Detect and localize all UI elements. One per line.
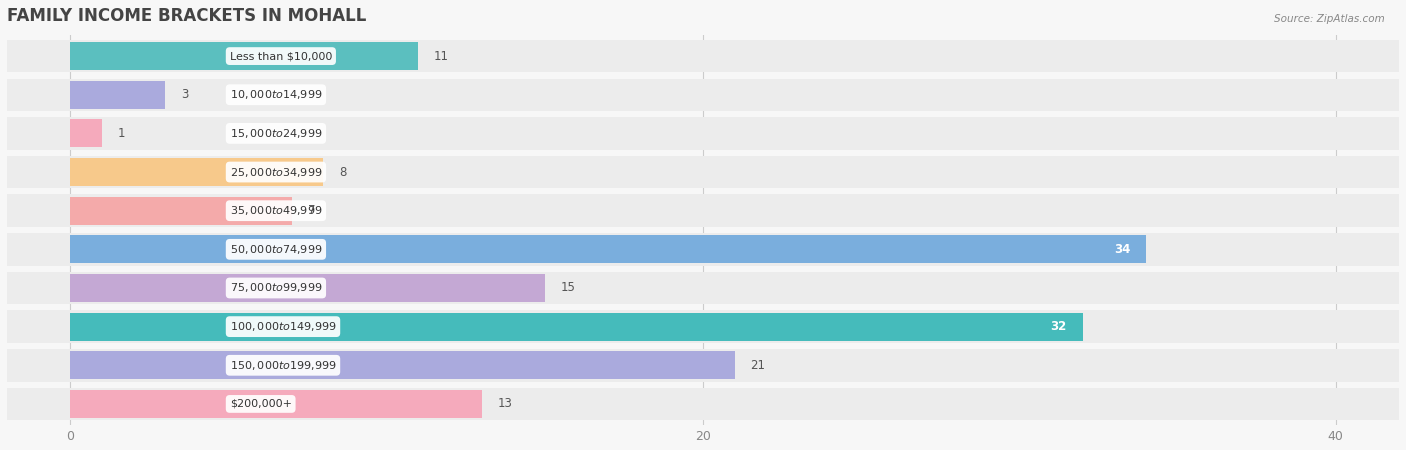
Bar: [7, 349, 1399, 382]
Bar: [7, 310, 1399, 343]
Text: $200,000+: $200,000+: [229, 399, 291, 409]
Bar: [7, 233, 1399, 266]
Text: 3: 3: [181, 88, 188, 101]
Bar: [7, 272, 1399, 304]
Bar: [70, 81, 165, 108]
Bar: [70, 120, 101, 147]
Text: Source: ZipAtlas.com: Source: ZipAtlas.com: [1274, 14, 1385, 23]
Bar: [7, 40, 1399, 72]
Bar: [70, 313, 1083, 341]
Bar: [70, 274, 544, 302]
Text: $25,000 to $34,999: $25,000 to $34,999: [229, 166, 322, 179]
Bar: [7, 156, 1399, 188]
Bar: [7, 117, 1399, 149]
Text: FAMILY INCOME BRACKETS IN MOHALL: FAMILY INCOME BRACKETS IN MOHALL: [7, 7, 367, 25]
Bar: [70, 42, 418, 70]
Text: 21: 21: [751, 359, 765, 372]
Text: 1: 1: [118, 127, 125, 140]
Text: 13: 13: [498, 397, 512, 410]
Text: $15,000 to $24,999: $15,000 to $24,999: [229, 127, 322, 140]
Text: 32: 32: [1050, 320, 1067, 333]
Text: $50,000 to $74,999: $50,000 to $74,999: [229, 243, 322, 256]
Bar: [70, 197, 291, 225]
Bar: [7, 78, 1399, 111]
Bar: [70, 351, 735, 379]
Text: Less than $10,000: Less than $10,000: [229, 51, 332, 61]
Bar: [70, 390, 481, 418]
Bar: [7, 194, 1399, 227]
Bar: [70, 235, 1146, 263]
Bar: [70, 158, 323, 186]
Text: $150,000 to $199,999: $150,000 to $199,999: [229, 359, 336, 372]
Text: 8: 8: [339, 166, 346, 179]
Text: $35,000 to $49,999: $35,000 to $49,999: [229, 204, 322, 217]
Bar: [7, 388, 1399, 420]
Text: $10,000 to $14,999: $10,000 to $14,999: [229, 88, 322, 101]
Text: $100,000 to $149,999: $100,000 to $149,999: [229, 320, 336, 333]
Text: 34: 34: [1114, 243, 1130, 256]
Text: $75,000 to $99,999: $75,000 to $99,999: [229, 282, 322, 294]
Text: 11: 11: [434, 50, 449, 63]
Text: 7: 7: [308, 204, 315, 217]
Text: 15: 15: [561, 282, 575, 294]
